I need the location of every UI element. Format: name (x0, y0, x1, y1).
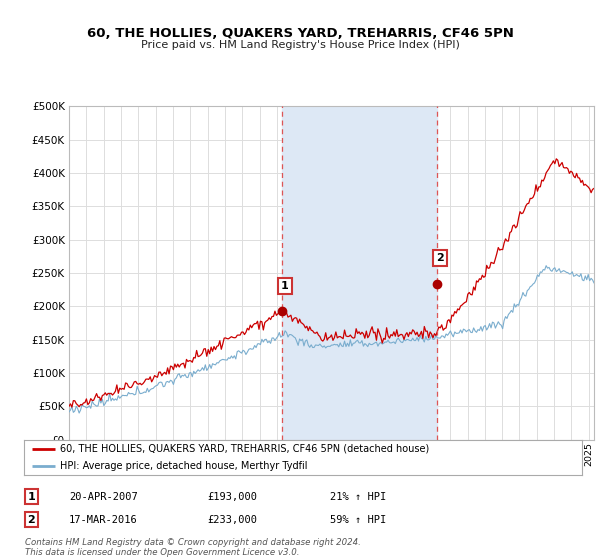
Text: £233,000: £233,000 (207, 515, 257, 525)
Text: 17-MAR-2016: 17-MAR-2016 (69, 515, 138, 525)
Text: 1: 1 (28, 492, 35, 502)
Text: £193,000: £193,000 (207, 492, 257, 502)
Text: Contains HM Land Registry data © Crown copyright and database right 2024.
This d: Contains HM Land Registry data © Crown c… (25, 538, 361, 557)
Text: 2: 2 (436, 253, 444, 263)
Text: 20-APR-2007: 20-APR-2007 (69, 492, 138, 502)
Text: HPI: Average price, detached house, Merthyr Tydfil: HPI: Average price, detached house, Mert… (60, 461, 308, 471)
Bar (282, 106, 437, 440)
Text: 60, THE HOLLIES, QUAKERS YARD, TREHARRIS, CF46 5PN (detached house): 60, THE HOLLIES, QUAKERS YARD, TREHARRIS… (60, 444, 430, 454)
Text: 2: 2 (28, 515, 35, 525)
Text: Price paid vs. HM Land Registry's House Price Index (HPI): Price paid vs. HM Land Registry's House … (140, 40, 460, 50)
Text: 59% ↑ HPI: 59% ↑ HPI (330, 515, 386, 525)
Text: 1: 1 (281, 281, 289, 291)
Text: 60, THE HOLLIES, QUAKERS YARD, TREHARRIS, CF46 5PN: 60, THE HOLLIES, QUAKERS YARD, TREHARRIS… (86, 27, 514, 40)
Text: 21% ↑ HPI: 21% ↑ HPI (330, 492, 386, 502)
